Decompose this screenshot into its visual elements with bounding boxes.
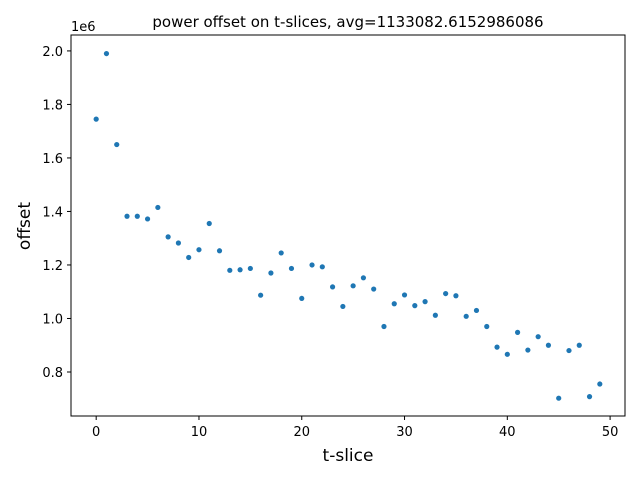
ticks-layer: 0 10 20 30 40 50 0.8 1.0 1.2 1.4 1.6 1.8 2.0 <box>42 45 618 440</box>
data-point <box>525 347 531 353</box>
data-point <box>309 262 315 268</box>
data-point <box>453 293 459 299</box>
y-tick-label: 1.6 <box>42 152 63 167</box>
data-point <box>196 247 202 253</box>
data-point <box>432 312 438 318</box>
points-layer <box>93 50 603 401</box>
data-point <box>319 264 325 270</box>
x-tick-label: 50 <box>602 425 619 440</box>
data-point <box>206 220 212 227</box>
y-offset-text: 1e6 <box>71 20 96 35</box>
data-point <box>566 347 572 354</box>
data-point <box>463 313 469 319</box>
data-point <box>340 303 346 310</box>
chart-title: power offset on t-slices, avg=1133082.61… <box>152 13 543 31</box>
data-point <box>124 213 130 219</box>
data-point <box>597 381 603 387</box>
data-point <box>134 213 140 219</box>
data-point <box>247 265 253 272</box>
data-point <box>227 267 233 273</box>
data-point <box>504 351 510 357</box>
y-tick-label: 1.2 <box>42 259 63 274</box>
data-point <box>401 292 408 298</box>
data-point <box>422 299 428 305</box>
y-tick-label: 1.8 <box>42 98 63 113</box>
data-point <box>556 395 562 401</box>
data-point <box>535 334 541 340</box>
data-point <box>258 292 264 298</box>
data-point <box>155 204 161 211</box>
x-tick-label: 20 <box>293 425 310 440</box>
data-point <box>360 275 367 281</box>
data-point <box>114 141 120 148</box>
data-point <box>381 323 387 330</box>
data-point <box>443 290 449 297</box>
data-point <box>186 254 192 261</box>
x-tick-label: 0 <box>92 425 100 440</box>
x-tick-label: 40 <box>499 425 516 440</box>
data-point <box>514 329 521 335</box>
data-point <box>175 240 182 246</box>
y-tick-label: 1.4 <box>42 205 63 220</box>
y-tick-label: 2.0 <box>42 45 63 60</box>
data-point <box>371 286 377 292</box>
data-point <box>165 234 171 240</box>
data-point <box>473 307 480 314</box>
data-point <box>412 303 418 309</box>
data-point <box>329 284 336 290</box>
data-point <box>586 394 593 400</box>
data-point <box>237 267 243 273</box>
y-tick-label: 0.8 <box>42 366 63 381</box>
y-tick-label: 1.0 <box>42 312 63 327</box>
data-point <box>268 270 274 276</box>
data-point <box>93 116 99 122</box>
data-point <box>494 344 500 350</box>
data-point <box>350 283 356 289</box>
data-point <box>576 342 582 348</box>
x-axis-label: t-slice <box>323 446 374 466</box>
data-point <box>288 265 295 272</box>
data-point <box>103 50 110 57</box>
data-point <box>391 301 397 307</box>
data-point <box>144 216 151 222</box>
data-point <box>216 248 223 254</box>
data-point <box>545 342 552 348</box>
data-point <box>278 250 284 256</box>
y-axis-label: offset <box>15 202 35 250</box>
plot-frame <box>70 34 626 417</box>
data-point <box>484 323 490 330</box>
data-point <box>299 295 305 302</box>
x-tick-label: 30 <box>396 425 413 440</box>
x-tick-label: 10 <box>191 425 208 440</box>
